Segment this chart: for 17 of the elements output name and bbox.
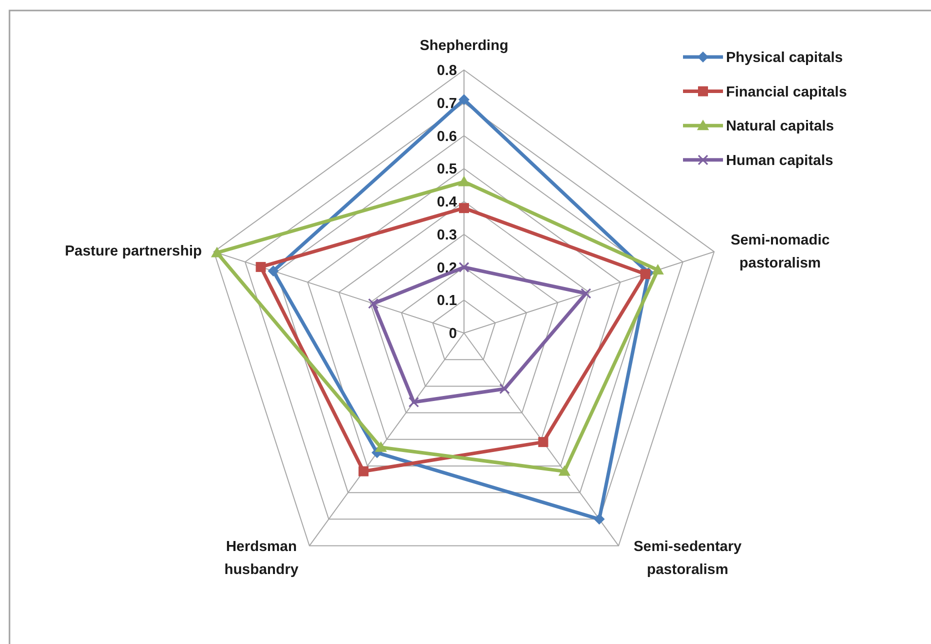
- y-tick-label: 0.7: [436, 96, 457, 112]
- legend-label: Human capitals: [726, 152, 834, 169]
- y-tick-label: 0.1: [436, 293, 457, 310]
- y-tick-label: 0.4: [436, 194, 457, 211]
- spoke-label: Herdsman husbandry: [224, 538, 298, 578]
- y-tick-label: 0.3: [436, 227, 457, 244]
- spoke-label: Semi-nomadic pastoralism: [730, 232, 830, 272]
- legend-label: Financial capitals: [726, 84, 847, 100]
- legend-label: Natural capitals: [726, 118, 834, 135]
- y-tick-label: 0.8: [436, 63, 457, 80]
- y-tick-label: 0: [448, 326, 457, 342]
- y-tick-label: 0.5: [436, 162, 457, 178]
- y-tick-label: 0.6: [436, 128, 457, 145]
- spoke-label: Shepherding: [420, 38, 508, 54]
- spoke-label: Pasture partnership: [64, 244, 202, 260]
- spoke-label: Semi-sedentary pastoralism: [634, 538, 742, 578]
- legend-label: Physical capitals: [726, 50, 843, 66]
